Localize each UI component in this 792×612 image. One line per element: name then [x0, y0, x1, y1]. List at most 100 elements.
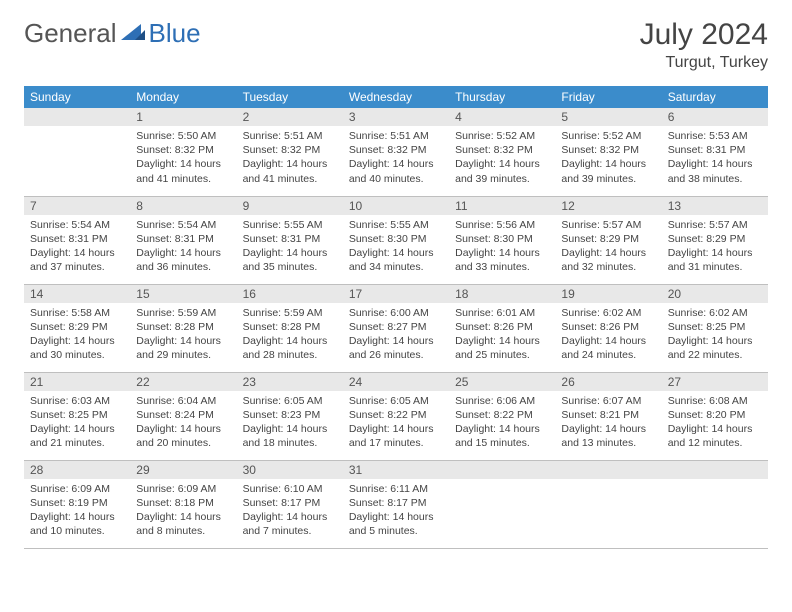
- sunset-text: Sunset: 8:26 PM: [561, 320, 655, 334]
- day-number: 16: [237, 285, 343, 303]
- daylight-text: Daylight: 14 hours and 8 minutes.: [136, 510, 230, 538]
- calendar-cell: 1Sunrise: 5:50 AMSunset: 8:32 PMDaylight…: [130, 108, 236, 196]
- sunrise-text: Sunrise: 5:55 AM: [243, 218, 337, 232]
- logo-triangle-icon: [121, 18, 145, 49]
- calendar-cell: 18Sunrise: 6:01 AMSunset: 8:26 PMDayligh…: [449, 284, 555, 372]
- sunset-text: Sunset: 8:32 PM: [243, 143, 337, 157]
- day-header: Tuesday: [237, 86, 343, 108]
- sunrise-text: Sunrise: 5:52 AM: [561, 129, 655, 143]
- calendar-cell: 25Sunrise: 6:06 AMSunset: 8:22 PMDayligh…: [449, 372, 555, 460]
- calendar-week-row: 14Sunrise: 5:58 AMSunset: 8:29 PMDayligh…: [24, 284, 768, 372]
- sunset-text: Sunset: 8:29 PM: [561, 232, 655, 246]
- sunrise-text: Sunrise: 5:57 AM: [561, 218, 655, 232]
- calendar-cell: 4Sunrise: 5:52 AMSunset: 8:32 PMDaylight…: [449, 108, 555, 196]
- day-header: Friday: [555, 86, 661, 108]
- sunrise-text: Sunrise: 5:54 AM: [30, 218, 124, 232]
- sunset-text: Sunset: 8:31 PM: [668, 143, 762, 157]
- sunrise-text: Sunrise: 6:06 AM: [455, 394, 549, 408]
- day-details: Sunrise: 6:07 AMSunset: 8:21 PMDaylight:…: [555, 391, 661, 457]
- sunrise-text: Sunrise: 5:51 AM: [349, 129, 443, 143]
- day-details: Sunrise: 6:10 AMSunset: 8:17 PMDaylight:…: [237, 479, 343, 545]
- daylight-text: Daylight: 14 hours and 40 minutes.: [349, 157, 443, 185]
- calendar-week-row: 1Sunrise: 5:50 AMSunset: 8:32 PMDaylight…: [24, 108, 768, 196]
- calendar-cell: 28Sunrise: 6:09 AMSunset: 8:19 PMDayligh…: [24, 460, 130, 548]
- daylight-text: Daylight: 14 hours and 39 minutes.: [455, 157, 549, 185]
- day-number: 28: [24, 461, 130, 479]
- day-number: 7: [24, 197, 130, 215]
- day-details: Sunrise: 6:05 AMSunset: 8:22 PMDaylight:…: [343, 391, 449, 457]
- sunrise-text: Sunrise: 6:03 AM: [30, 394, 124, 408]
- daylight-text: Daylight: 14 hours and 41 minutes.: [243, 157, 337, 185]
- day-number: 4: [449, 108, 555, 126]
- sunrise-text: Sunrise: 6:05 AM: [349, 394, 443, 408]
- calendar-cell: 17Sunrise: 6:00 AMSunset: 8:27 PMDayligh…: [343, 284, 449, 372]
- sunset-text: Sunset: 8:30 PM: [349, 232, 443, 246]
- sunrise-text: Sunrise: 6:08 AM: [668, 394, 762, 408]
- day-details: Sunrise: 5:54 AMSunset: 8:31 PMDaylight:…: [130, 215, 236, 281]
- daylight-text: Daylight: 14 hours and 26 minutes.: [349, 334, 443, 362]
- day-details: Sunrise: 5:56 AMSunset: 8:30 PMDaylight:…: [449, 215, 555, 281]
- sunrise-text: Sunrise: 5:53 AM: [668, 129, 762, 143]
- calendar-cell: 7Sunrise: 5:54 AMSunset: 8:31 PMDaylight…: [24, 196, 130, 284]
- sunrise-text: Sunrise: 5:59 AM: [136, 306, 230, 320]
- day-number: 6: [662, 108, 768, 126]
- daylight-text: Daylight: 14 hours and 5 minutes.: [349, 510, 443, 538]
- calendar-body: 1Sunrise: 5:50 AMSunset: 8:32 PMDaylight…: [24, 108, 768, 548]
- calendar-cell: [24, 108, 130, 196]
- sunset-text: Sunset: 8:32 PM: [455, 143, 549, 157]
- day-details: Sunrise: 6:02 AMSunset: 8:25 PMDaylight:…: [662, 303, 768, 369]
- day-details: Sunrise: 5:52 AMSunset: 8:32 PMDaylight:…: [555, 126, 661, 192]
- calendar-header-row: SundayMondayTuesdayWednesdayThursdayFrid…: [24, 86, 768, 108]
- day-number: 11: [449, 197, 555, 215]
- sunset-text: Sunset: 8:23 PM: [243, 408, 337, 422]
- sunrise-text: Sunrise: 5:57 AM: [668, 218, 762, 232]
- sunset-text: Sunset: 8:21 PM: [561, 408, 655, 422]
- day-number: 13: [662, 197, 768, 215]
- sunset-text: Sunset: 8:17 PM: [243, 496, 337, 510]
- day-details: Sunrise: 6:01 AMSunset: 8:26 PMDaylight:…: [449, 303, 555, 369]
- calendar-cell: 19Sunrise: 6:02 AMSunset: 8:26 PMDayligh…: [555, 284, 661, 372]
- sunrise-text: Sunrise: 6:11 AM: [349, 482, 443, 496]
- day-details: Sunrise: 6:08 AMSunset: 8:20 PMDaylight:…: [662, 391, 768, 457]
- calendar-cell: 30Sunrise: 6:10 AMSunset: 8:17 PMDayligh…: [237, 460, 343, 548]
- daylight-text: Daylight: 14 hours and 38 minutes.: [668, 157, 762, 185]
- day-details: Sunrise: 6:02 AMSunset: 8:26 PMDaylight:…: [555, 303, 661, 369]
- calendar-cell: 31Sunrise: 6:11 AMSunset: 8:17 PMDayligh…: [343, 460, 449, 548]
- logo: General Blue: [24, 18, 201, 49]
- day-number: [662, 461, 768, 479]
- day-header: Monday: [130, 86, 236, 108]
- day-number: 20: [662, 285, 768, 303]
- location-label: Turgut, Turkey: [640, 54, 768, 72]
- daylight-text: Daylight: 14 hours and 28 minutes.: [243, 334, 337, 362]
- sunrise-text: Sunrise: 6:07 AM: [561, 394, 655, 408]
- day-number: 29: [130, 461, 236, 479]
- day-number: 12: [555, 197, 661, 215]
- day-details: Sunrise: 5:54 AMSunset: 8:31 PMDaylight:…: [24, 215, 130, 281]
- day-number: 18: [449, 285, 555, 303]
- day-details: Sunrise: 5:57 AMSunset: 8:29 PMDaylight:…: [662, 215, 768, 281]
- day-details: Sunrise: 5:51 AMSunset: 8:32 PMDaylight:…: [343, 126, 449, 192]
- daylight-text: Daylight: 14 hours and 20 minutes.: [136, 422, 230, 450]
- day-details: Sunrise: 5:58 AMSunset: 8:29 PMDaylight:…: [24, 303, 130, 369]
- day-details: Sunrise: 5:51 AMSunset: 8:32 PMDaylight:…: [237, 126, 343, 192]
- day-details: Sunrise: 5:59 AMSunset: 8:28 PMDaylight:…: [130, 303, 236, 369]
- day-number: 17: [343, 285, 449, 303]
- sunset-text: Sunset: 8:22 PM: [349, 408, 443, 422]
- day-number: 19: [555, 285, 661, 303]
- day-header: Saturday: [662, 86, 768, 108]
- calendar-cell: 29Sunrise: 6:09 AMSunset: 8:18 PMDayligh…: [130, 460, 236, 548]
- daylight-text: Daylight: 14 hours and 31 minutes.: [668, 246, 762, 274]
- day-details: Sunrise: 6:11 AMSunset: 8:17 PMDaylight:…: [343, 479, 449, 545]
- sunrise-text: Sunrise: 6:09 AM: [30, 482, 124, 496]
- day-number: 14: [24, 285, 130, 303]
- sunset-text: Sunset: 8:32 PM: [349, 143, 443, 157]
- day-details: Sunrise: 5:55 AMSunset: 8:30 PMDaylight:…: [343, 215, 449, 281]
- calendar-cell: 16Sunrise: 5:59 AMSunset: 8:28 PMDayligh…: [237, 284, 343, 372]
- day-number: 10: [343, 197, 449, 215]
- calendar-cell: 11Sunrise: 5:56 AMSunset: 8:30 PMDayligh…: [449, 196, 555, 284]
- sunrise-text: Sunrise: 6:02 AM: [561, 306, 655, 320]
- daylight-text: Daylight: 14 hours and 13 minutes.: [561, 422, 655, 450]
- sunset-text: Sunset: 8:25 PM: [668, 320, 762, 334]
- sunset-text: Sunset: 8:24 PM: [136, 408, 230, 422]
- calendar-week-row: 28Sunrise: 6:09 AMSunset: 8:19 PMDayligh…: [24, 460, 768, 548]
